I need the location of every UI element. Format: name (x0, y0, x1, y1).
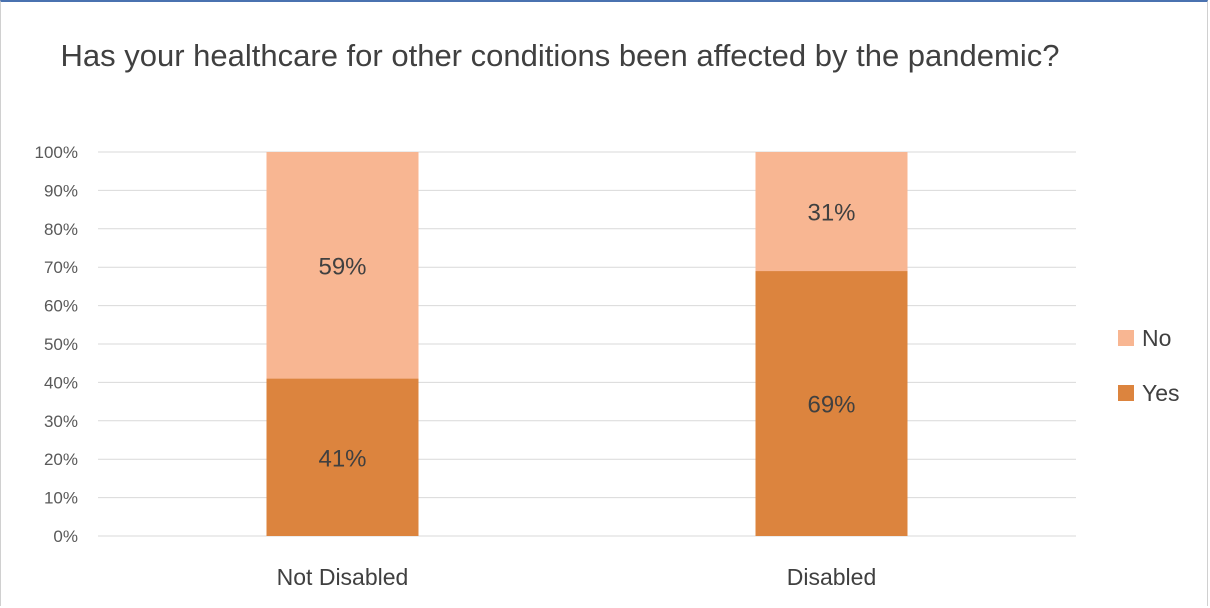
legend-swatch-yes (1118, 385, 1134, 401)
legend: No Yes (1118, 325, 1180, 406)
legend-label-no: No (1142, 325, 1171, 351)
y-tick-label: 100% (35, 143, 78, 162)
y-tick-label: 40% (44, 373, 78, 392)
gridlines (98, 151, 1076, 537)
bar-yes (266, 378, 419, 536)
y-tick-label: 90% (44, 181, 78, 200)
chart-title: Has your healthcare for other conditions… (60, 38, 1060, 73)
bars: 41% 59% 69% 31% (266, 152, 908, 536)
bar-yes (755, 271, 908, 536)
y-tick-label: 20% (44, 450, 78, 469)
x-category-label: Not Disabled (277, 564, 409, 590)
bar-no (755, 152, 908, 272)
y-tick-label: 80% (44, 220, 78, 239)
y-tick-label: 60% (44, 297, 78, 316)
y-tick-label: 30% (44, 412, 78, 431)
y-axis: 0% 10% 20% 30% 40% 50% 60% 70% 80% 90% 100% (35, 143, 78, 546)
y-tick-label: 50% (44, 335, 78, 354)
x-category-label: Disabled (787, 564, 877, 590)
legend-label-yes: Yes (1142, 380, 1180, 406)
data-label: 31% (807, 200, 855, 227)
y-tick-label: 70% (44, 258, 78, 277)
data-label: 41% (318, 445, 366, 472)
bar-no (266, 152, 419, 379)
x-axis: Not Disabled Disabled (277, 564, 877, 590)
legend-swatch-no (1118, 330, 1134, 346)
y-tick-label: 0% (53, 527, 78, 546)
y-tick-label: 10% (44, 489, 78, 508)
data-label: 59% (318, 253, 366, 280)
data-label: 69% (807, 392, 855, 419)
